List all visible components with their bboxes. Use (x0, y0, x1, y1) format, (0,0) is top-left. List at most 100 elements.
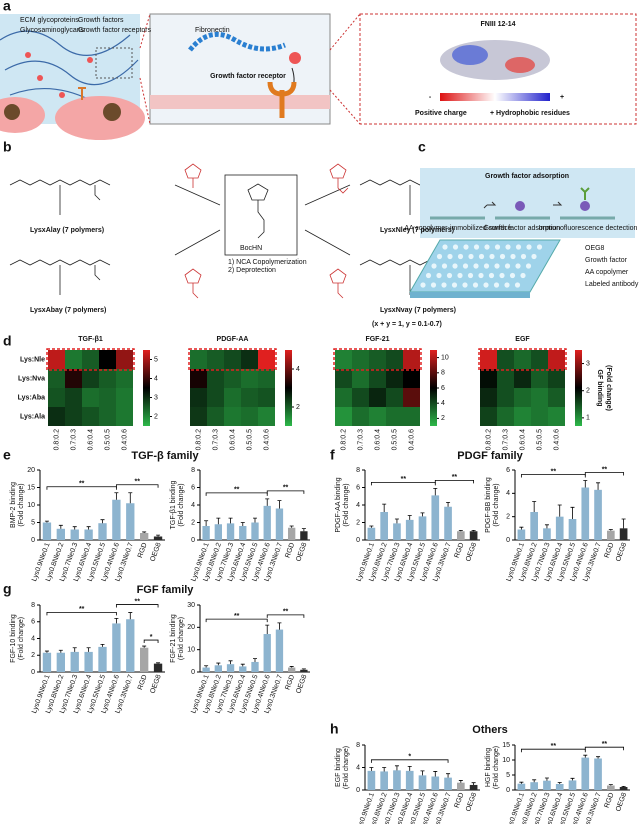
error-bar (458, 780, 463, 783)
error-bar (621, 786, 626, 787)
y-tick-label: 30 (187, 602, 195, 609)
y-tick-label: 10 (502, 757, 510, 764)
error-bar (216, 517, 221, 525)
error-bar (394, 518, 399, 524)
bar (112, 623, 121, 672)
heatmap-cell (335, 369, 352, 388)
bar (543, 780, 551, 790)
heatmap-cell (497, 388, 514, 407)
panel-label: a (3, 0, 11, 14)
bar (568, 519, 577, 540)
heatmap-cell (82, 350, 99, 369)
label: Growth factor adsorption (485, 173, 569, 180)
error-bar (557, 782, 562, 784)
bar (393, 523, 401, 540)
bar (619, 528, 628, 540)
label: AA copolymer-immobilized surface (404, 225, 511, 232)
heatmap-cell (386, 407, 403, 426)
y-tick-label: 20 (27, 467, 35, 474)
error-bar (532, 779, 537, 783)
significance-bracket (584, 746, 625, 751)
column-label: 0.4:0.6 (121, 429, 128, 451)
x-tick-label: RGD (137, 674, 149, 691)
well (463, 244, 469, 250)
well (494, 263, 500, 269)
error-bar (557, 504, 562, 517)
well (447, 253, 453, 260)
y-axis-label: (Fold change) (18, 617, 25, 660)
significance-bracket (520, 474, 586, 478)
bar (112, 499, 121, 540)
heatmap-cell (224, 388, 241, 407)
label: Positive charge (415, 110, 467, 117)
y-tick-label: 0 (31, 537, 35, 544)
error-bar (128, 492, 133, 504)
heatmap-cell (65, 388, 82, 407)
error-bar (58, 649, 63, 653)
column-label: 0.8:0.2 (195, 429, 202, 451)
panel-b-art (9, 163, 461, 299)
bar (153, 536, 163, 540)
error-bar (204, 520, 209, 526)
significance-label: ** (134, 479, 140, 486)
colorbar-tick-label: 2 (154, 413, 158, 420)
well (430, 282, 437, 288)
error-bar (156, 662, 161, 664)
heatmap-cell (241, 388, 258, 407)
well (525, 263, 532, 269)
significance-label: ** (452, 474, 458, 481)
x-tick-label: OEG8 (149, 542, 162, 563)
y-tick-label: 8 (191, 467, 195, 474)
error-bar (544, 777, 549, 781)
well (536, 244, 543, 250)
x-tick-label: OEG8 (295, 674, 308, 695)
highlight-box (46, 348, 135, 371)
bar (393, 770, 401, 790)
column-label: 0.4:0.6 (553, 429, 560, 451)
heatmap-cell (369, 369, 386, 388)
heatmap-cell (207, 369, 224, 388)
y-axis-label: EGF binding (335, 748, 342, 787)
heatmap-cell (548, 350, 565, 369)
error-bar (519, 781, 524, 784)
column-label: 0.7:0.3 (70, 429, 77, 451)
error-bar (128, 612, 133, 620)
colorbar-tick-label: 6 (441, 385, 445, 392)
error-bar (369, 525, 374, 528)
significance-bracket (46, 612, 117, 616)
heatmap-cell (403, 407, 420, 426)
significance-label: ** (283, 485, 289, 492)
error-bar (407, 515, 412, 520)
error-bar (100, 519, 105, 524)
colorbar-label: GF binding (596, 370, 603, 407)
colorbar-tick-label: 3 (154, 394, 158, 401)
error-bar (240, 663, 245, 667)
y-tick-label: 0 (191, 669, 195, 676)
column-label: 0.6:0.4 (87, 429, 94, 451)
well (446, 272, 453, 279)
error-bar (596, 482, 601, 490)
bar (98, 646, 107, 672)
colorbar-tick-label: 10 (441, 354, 449, 361)
column-label: 0.7:0.3 (357, 429, 364, 451)
error-bar (86, 526, 91, 530)
colorbar-tick-label: 4 (154, 375, 158, 382)
colorbar-tick-label: 5 (154, 356, 158, 363)
error-bar (420, 770, 425, 776)
well (484, 244, 490, 250)
heatmap-cell (531, 369, 548, 388)
error-bar (204, 665, 209, 668)
bar (263, 634, 271, 672)
heatmap-cell (369, 388, 386, 407)
label: Immunofluorescence dectection (539, 225, 638, 232)
label: + (560, 94, 564, 101)
bar (288, 667, 296, 672)
error-bar (382, 503, 387, 512)
colorbar-tick-label: 3 (586, 360, 590, 367)
y-tick-label: 4 (356, 764, 360, 771)
well (467, 272, 474, 279)
y-axis-label: FGF-21 binding (170, 614, 177, 663)
y-tick-label: 0 (31, 669, 35, 676)
well (420, 282, 426, 288)
